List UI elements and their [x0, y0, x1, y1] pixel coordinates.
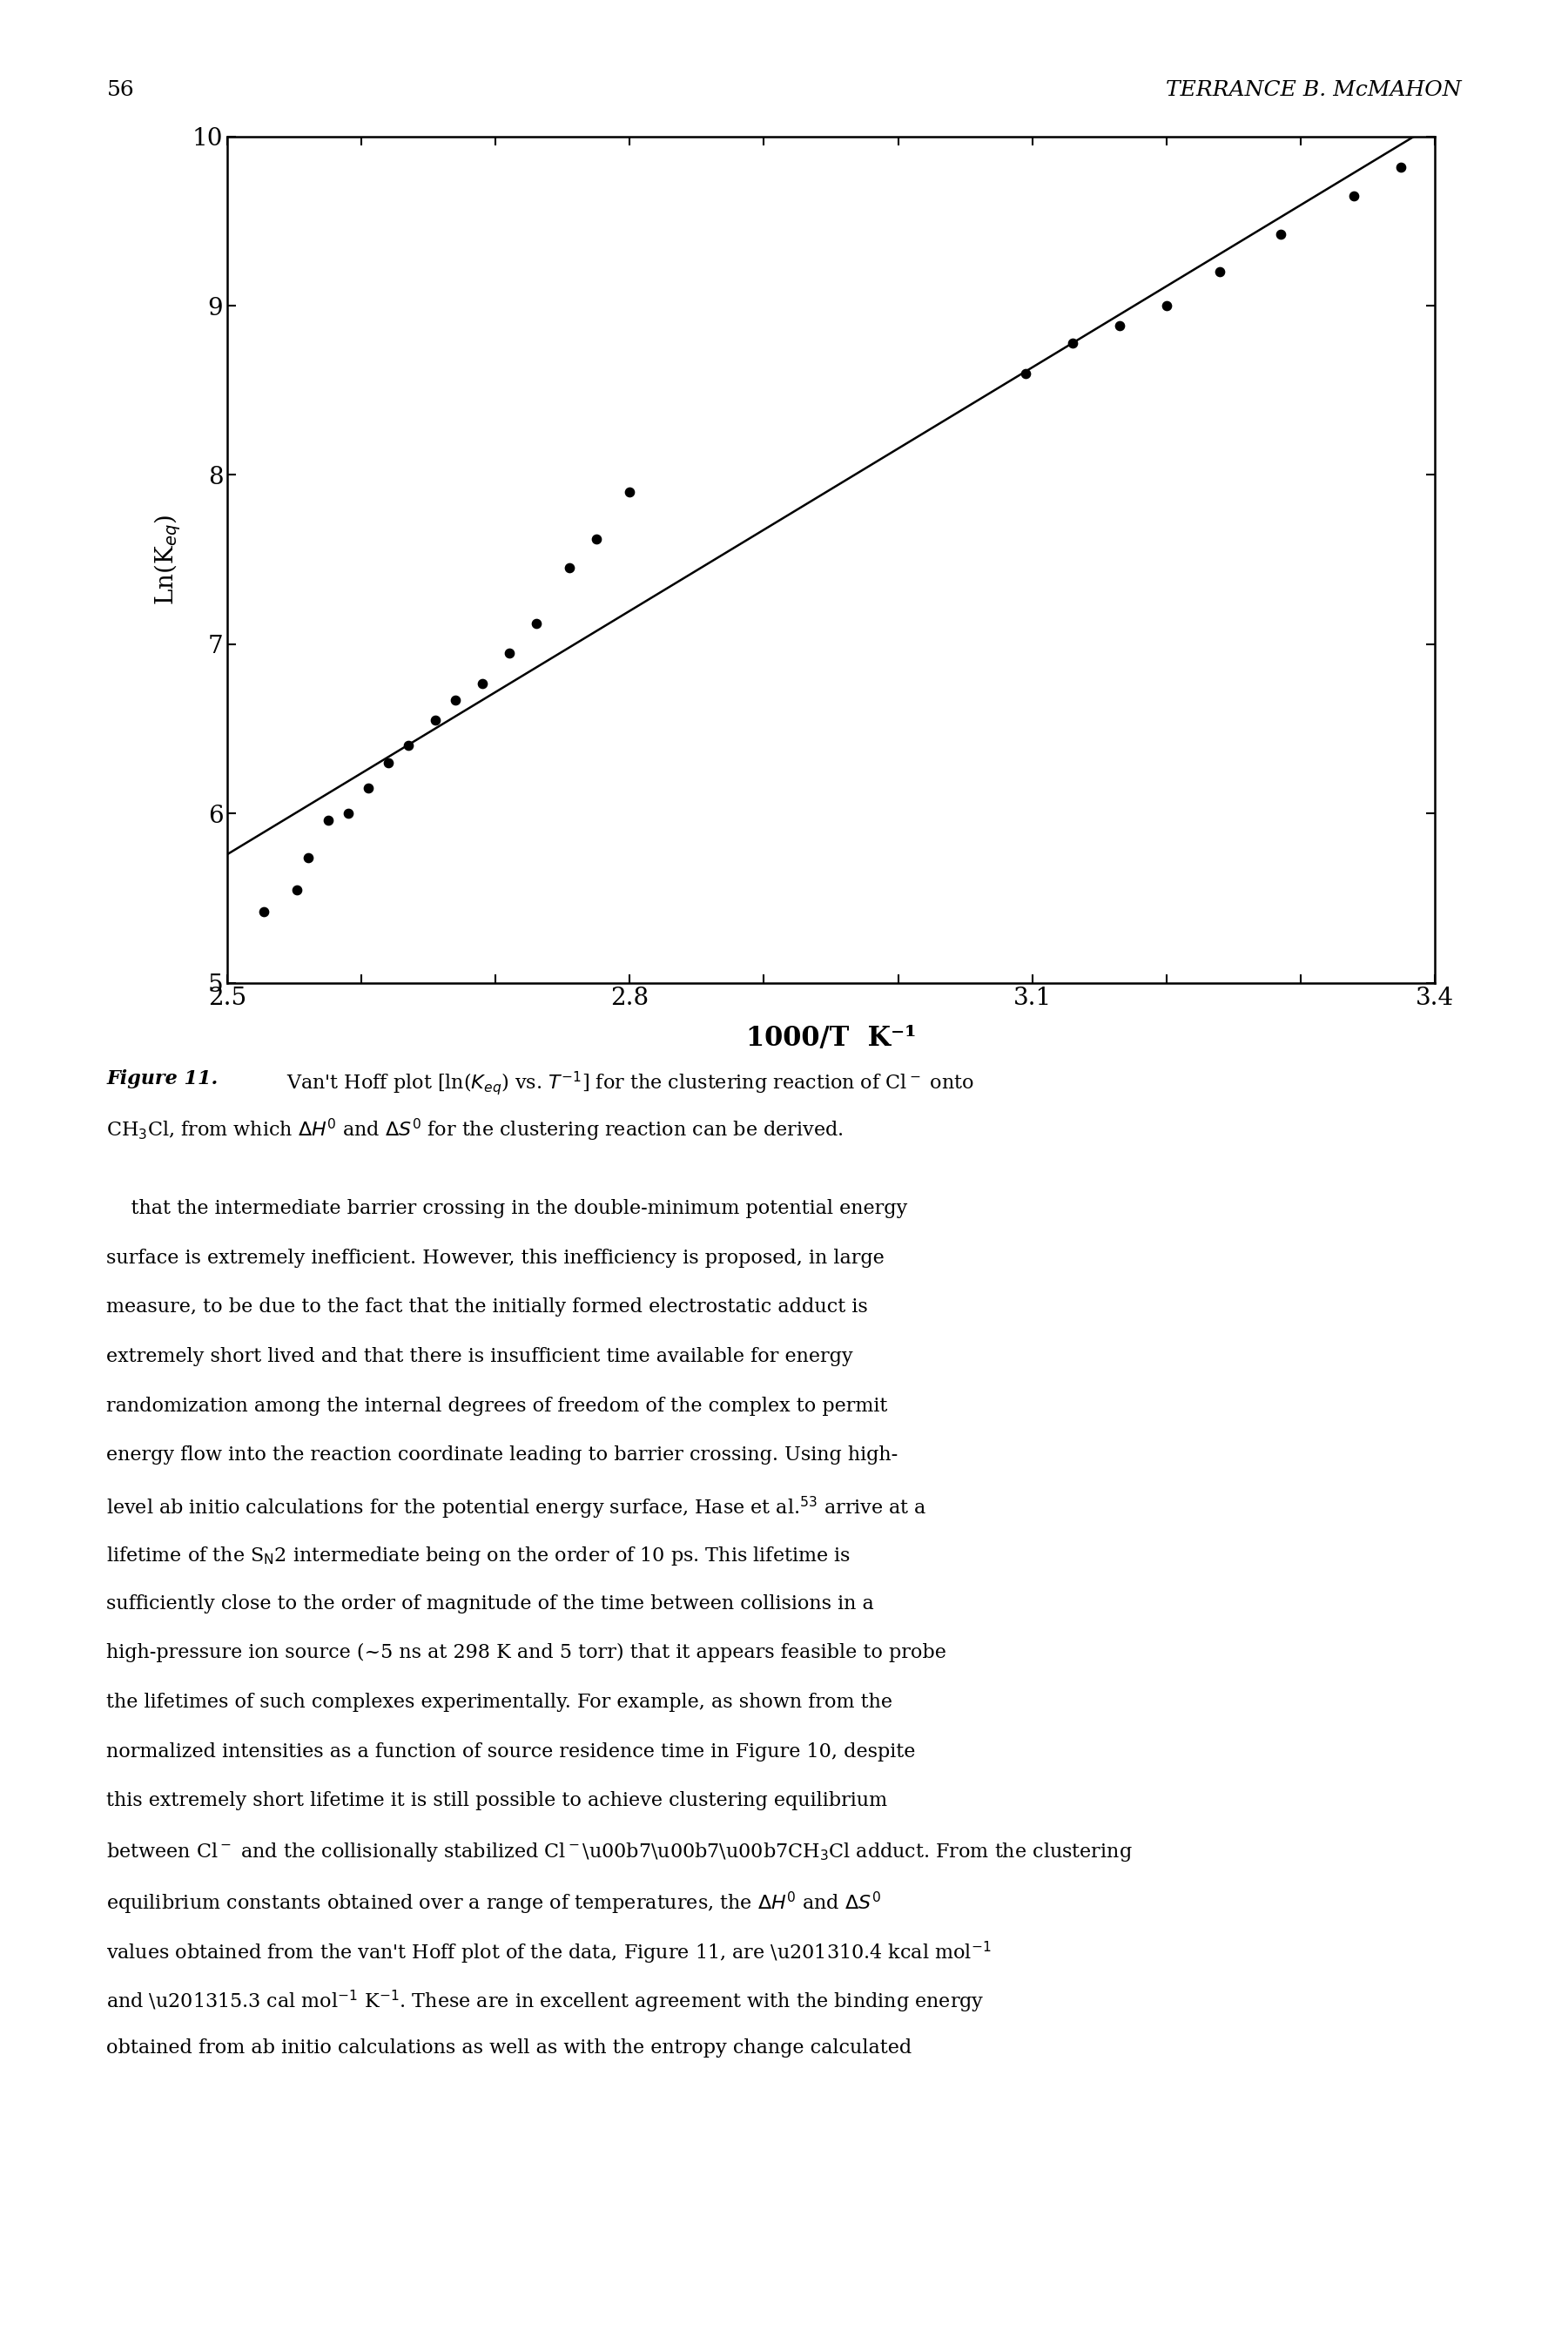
X-axis label: 1000/T  K⁻¹: 1000/T K⁻¹ — [746, 1025, 916, 1051]
Point — [1107, 308, 1132, 346]
Point — [442, 682, 467, 719]
Point — [618, 473, 643, 510]
Text: randomization among the internal degrees of freedom of the complex to permit: randomization among the internal degrees… — [107, 1396, 887, 1415]
Point — [470, 665, 495, 703]
Point — [356, 769, 381, 806]
Y-axis label: Ln(K$_{eq}$): Ln(K$_{eq}$) — [152, 515, 182, 604]
Point — [1060, 324, 1085, 362]
Text: energy flow into the reaction coordinate leading to barrier crossing. Using high: energy flow into the reaction coordinate… — [107, 1446, 898, 1465]
Text: normalized intensities as a function of source residence time in Figure 10, desp: normalized intensities as a function of … — [107, 1742, 916, 1761]
Text: sufficiently close to the order of magnitude of the time between collisions in a: sufficiently close to the order of magni… — [107, 1594, 875, 1613]
Text: measure, to be due to the fact that the initially formed electrostatic adduct is: measure, to be due to the fact that the … — [107, 1298, 869, 1317]
Point — [1013, 355, 1038, 393]
Text: TERRANCE B. McMAHON: TERRANCE B. McMAHON — [1165, 80, 1461, 101]
Text: level ab initio calculations for the potential energy surface, Hase et al.$^{53}: level ab initio calculations for the pot… — [107, 1495, 927, 1521]
Text: values obtained from the van't Hoff plot of the data, Figure 11, are \u201310.4 : values obtained from the van't Hoff plot… — [107, 1940, 991, 1965]
Point — [1154, 287, 1179, 324]
Point — [315, 802, 340, 839]
Point — [497, 635, 522, 672]
Point — [1207, 254, 1232, 292]
Text: surface is extremely inefficient. However, this inefficiency is proposed, in lar: surface is extremely inefficient. Howeve… — [107, 1248, 884, 1267]
Point — [1389, 148, 1414, 186]
Text: this extremely short lifetime it is still possible to achieve clustering equilib: this extremely short lifetime it is stil… — [107, 1791, 887, 1810]
Point — [251, 893, 276, 931]
Text: equilibrium constants obtained over a range of temperatures, the $\Delta H^0$ an: equilibrium constants obtained over a ra… — [107, 1890, 881, 1916]
Point — [376, 743, 401, 781]
Point — [1269, 216, 1294, 254]
Point — [336, 795, 361, 832]
Point — [583, 520, 608, 557]
Point — [524, 604, 549, 642]
Text: between Cl$^-$ and the collisionally stabilized Cl$^-$\u00b7\u00b7\u00b7CH$_3$Cl: between Cl$^-$ and the collisionally sta… — [107, 1841, 1132, 1864]
Text: and \u201315.3 cal mol$^{-1}$ K$^{-1}$. These are in excellent agreement with th: and \u201315.3 cal mol$^{-1}$ K$^{-1}$. … — [107, 1989, 985, 2015]
Point — [423, 701, 448, 738]
Text: Figure 11.: Figure 11. — [107, 1070, 218, 1089]
Text: the lifetimes of such complexes experimentally. For example, as shown from the: the lifetimes of such complexes experime… — [107, 1693, 892, 1712]
Text: that the intermediate barrier crossing in the double-minimum potential energy: that the intermediate barrier crossing i… — [107, 1199, 908, 1218]
Point — [1342, 176, 1367, 214]
Text: CH$_3$Cl, from which $\Delta H^0$ and $\Delta S^0$ for the clustering reaction c: CH$_3$Cl, from which $\Delta H^0$ and $\… — [107, 1117, 844, 1143]
Text: lifetime of the S$_{\rm N}$2 intermediate being on the order of 10 ps. This life: lifetime of the S$_{\rm N}$2 intermediat… — [107, 1545, 851, 1568]
Point — [395, 726, 420, 764]
Text: high-pressure ion source (~5 ns at 298 K and 5 torr) that it appears feasible to: high-pressure ion source (~5 ns at 298 K… — [107, 1643, 947, 1662]
Point — [557, 550, 582, 588]
Point — [295, 839, 320, 877]
Text: extremely short lived and that there is insufficient time available for energy: extremely short lived and that there is … — [107, 1347, 853, 1366]
Point — [284, 870, 309, 907]
Text: Van't Hoff plot [ln($K_{eq}$) vs. $T^{-1}$] for the clustering reaction of Cl$^-: Van't Hoff plot [ln($K_{eq}$) vs. $T^{-1… — [274, 1070, 974, 1098]
Text: 56: 56 — [107, 80, 135, 101]
Text: obtained from ab initio calculations as well as with the entropy change calculat: obtained from ab initio calculations as … — [107, 2038, 913, 2057]
